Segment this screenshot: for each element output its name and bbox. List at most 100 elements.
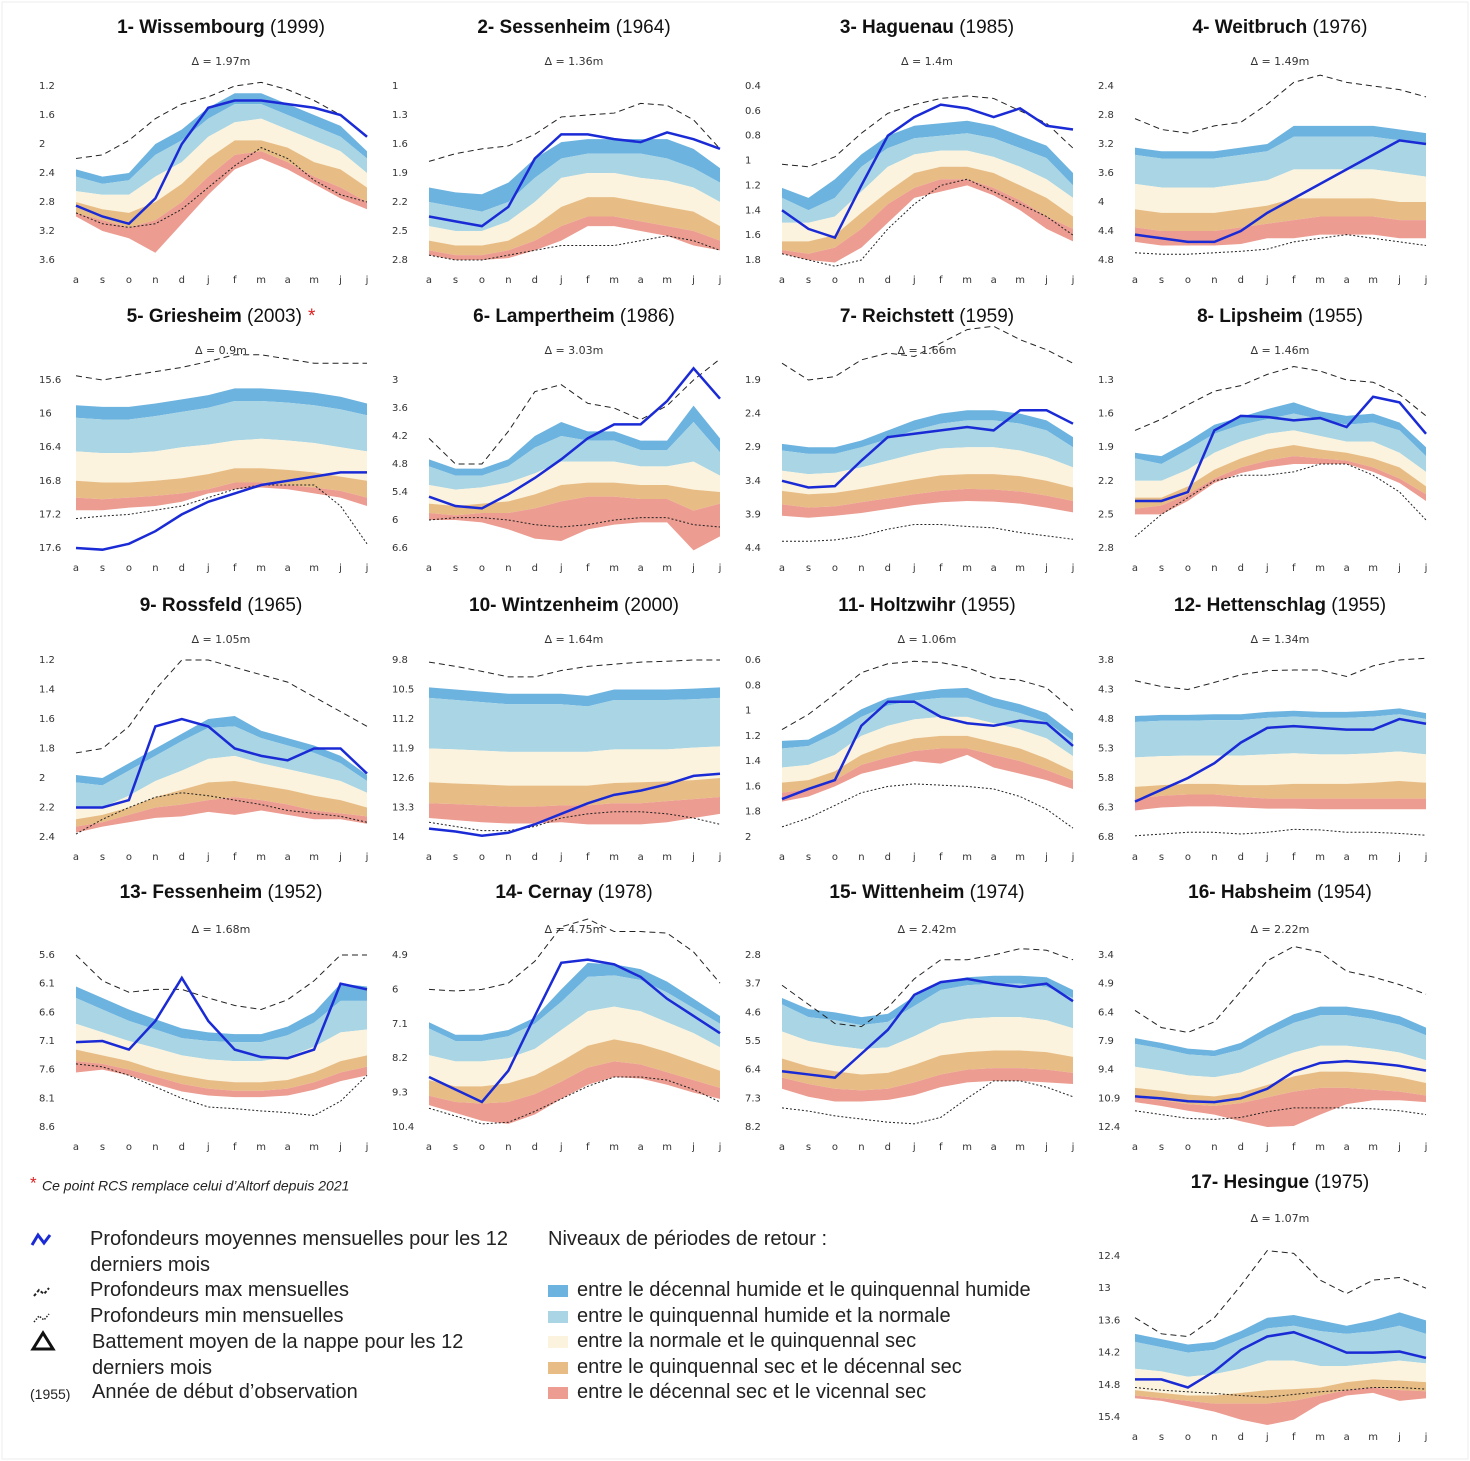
mean-line [1134,139,1427,244]
x-tick-label: j [1397,1142,1401,1153]
mean-line [1135,395,1427,503]
x-tick-label: a [991,563,997,574]
x-tick-label: j [1424,852,1428,863]
x-tick-label: d [179,275,185,286]
legend-icon-line [30,1232,52,1246]
x-tick-label: s [1159,852,1164,863]
min-line [428,517,721,528]
x-tick-label: m [1015,563,1025,574]
band [76,104,367,195]
panel: 3- Haguenau (1985) ∆ = 1.4m 0.4 0.6 0.8 1 1.2 1… [745,17,1074,286]
band [1135,1387,1426,1426]
y-tick-label: 4.3 [1098,685,1114,696]
panel-title: 15- Wittenheim (1974) [829,882,1024,903]
y-tick-label: 6.4 [745,1065,761,1076]
y-tick-label: 13.6 [1098,1315,1120,1326]
x-tick-label: j [912,563,916,574]
x-tick-label: a [426,852,432,863]
x-tick-label: j [338,275,342,286]
y-tick-label: 2.5 [392,226,408,237]
x-tick-label: m [1315,1432,1325,1443]
x-tick-label: s [806,852,811,863]
panel-title-name: 7- Reichstett [840,306,955,327]
x-tick-label: j [338,1142,342,1153]
x-tick-label: m [1315,275,1325,286]
x-tick-label: a [779,275,785,286]
legend-item: Battement moyen de la nappe pour les 12 … [92,1331,464,1379]
x-tick-label: s [806,563,811,574]
max-line [428,659,720,678]
y-tick-label: 6 [392,515,398,526]
band [782,716,1073,783]
panel: 8- Lipsheim (1955) ∆ = 1.46m 1.3 1.6 1.9 2.2 2… [1098,306,1427,574]
x-tick-label: o [832,852,838,863]
y-tick-label: 2.2 [392,197,408,208]
legend-icon-delta [30,1330,56,1351]
panel-title-name: 9- Rossfeld [140,595,242,616]
panel-title-name: 6- Lampertheim [473,306,614,327]
y-tick-label: 5.8 [1098,773,1114,784]
y-tick-label: 13.3 [392,803,414,814]
x-tick-label: o [832,275,838,286]
mean-line [781,103,1074,240]
x-tick-label: m [1368,852,1378,863]
min-line [782,523,1074,542]
band [782,133,1073,223]
y-tick-label: 4 [1098,197,1104,208]
x-tick-label: d [179,1142,185,1153]
x-tick-label: a [991,852,997,863]
x-tick-label: f [586,852,590,863]
panel-title-year: (1986) [620,306,675,327]
y-tick-label: 11.2 [392,714,414,725]
y-tick-label: 4.8 [392,459,408,470]
y-tick-label: 2.4 [1098,81,1114,92]
panel-title-year: (1975) [1314,1172,1369,1193]
panel-delta: ∆ = 3.03m [544,344,604,357]
x-tick-label: m [962,852,972,863]
y-tick-label: 10.5 [392,685,414,696]
band [76,401,367,454]
min-line [428,235,721,261]
x-tick-label: n [1211,852,1217,863]
band [1135,1045,1426,1097]
y-tick-label: 17.2 [39,509,61,520]
y-tick-label: 1.6 [39,110,55,121]
y-tick-label: 6.8 [1098,832,1114,843]
x-tick-label: s [1159,563,1164,574]
x-tick-label: n [152,1142,158,1153]
panel-title: 3- Haguenau (1985) [840,17,1014,38]
y-tick-label: 1.6 [745,230,761,241]
y-tick-label: 1.9 [745,375,761,386]
band [1135,1015,1426,1078]
x-tick-label: j [1397,563,1401,574]
y-tick-label: 10.9 [1098,1093,1120,1104]
x-tick-label: m [609,852,619,863]
x-tick-label: j [912,1142,916,1153]
x-tick-label: f [939,852,943,863]
panel-title-name: 15- Wittenheim [829,882,964,903]
panel: 17- Hesingue (1975) ∆ = 1.07m 12.4 13 13.6 14… [1098,1172,1427,1443]
max-line [781,948,1074,1028]
band [76,118,367,213]
band [76,726,367,808]
min-line [781,1080,1074,1125]
y-tick-label: 5.3 [1098,744,1114,755]
panel-title: 5- Griesheim (2003) * [127,306,316,327]
y-tick-label: 9.8 [392,655,408,666]
max-line [428,358,721,465]
x-tick-label: o [126,852,132,863]
panel: 16- Habsheim (1954) ∆ = 2.22m 3.4 4.9 6.4 7.9… [1098,882,1427,1153]
x-tick-label: j [1044,1142,1048,1153]
panel-delta: ∆ = 1.46m [1250,344,1310,357]
band [1135,1071,1426,1106]
x-tick-label: m [309,563,319,574]
band [429,697,720,752]
x-tick-label: j [1265,1432,1269,1443]
x-tick-label: o [832,563,838,574]
legend-item: Profondeurs moyennes mensuelles pour les… [90,1228,509,1276]
mean-line [75,99,368,226]
mean-line [781,408,1074,489]
panel-title-name: 2- Sessenheim [477,17,610,38]
band [1135,708,1426,722]
